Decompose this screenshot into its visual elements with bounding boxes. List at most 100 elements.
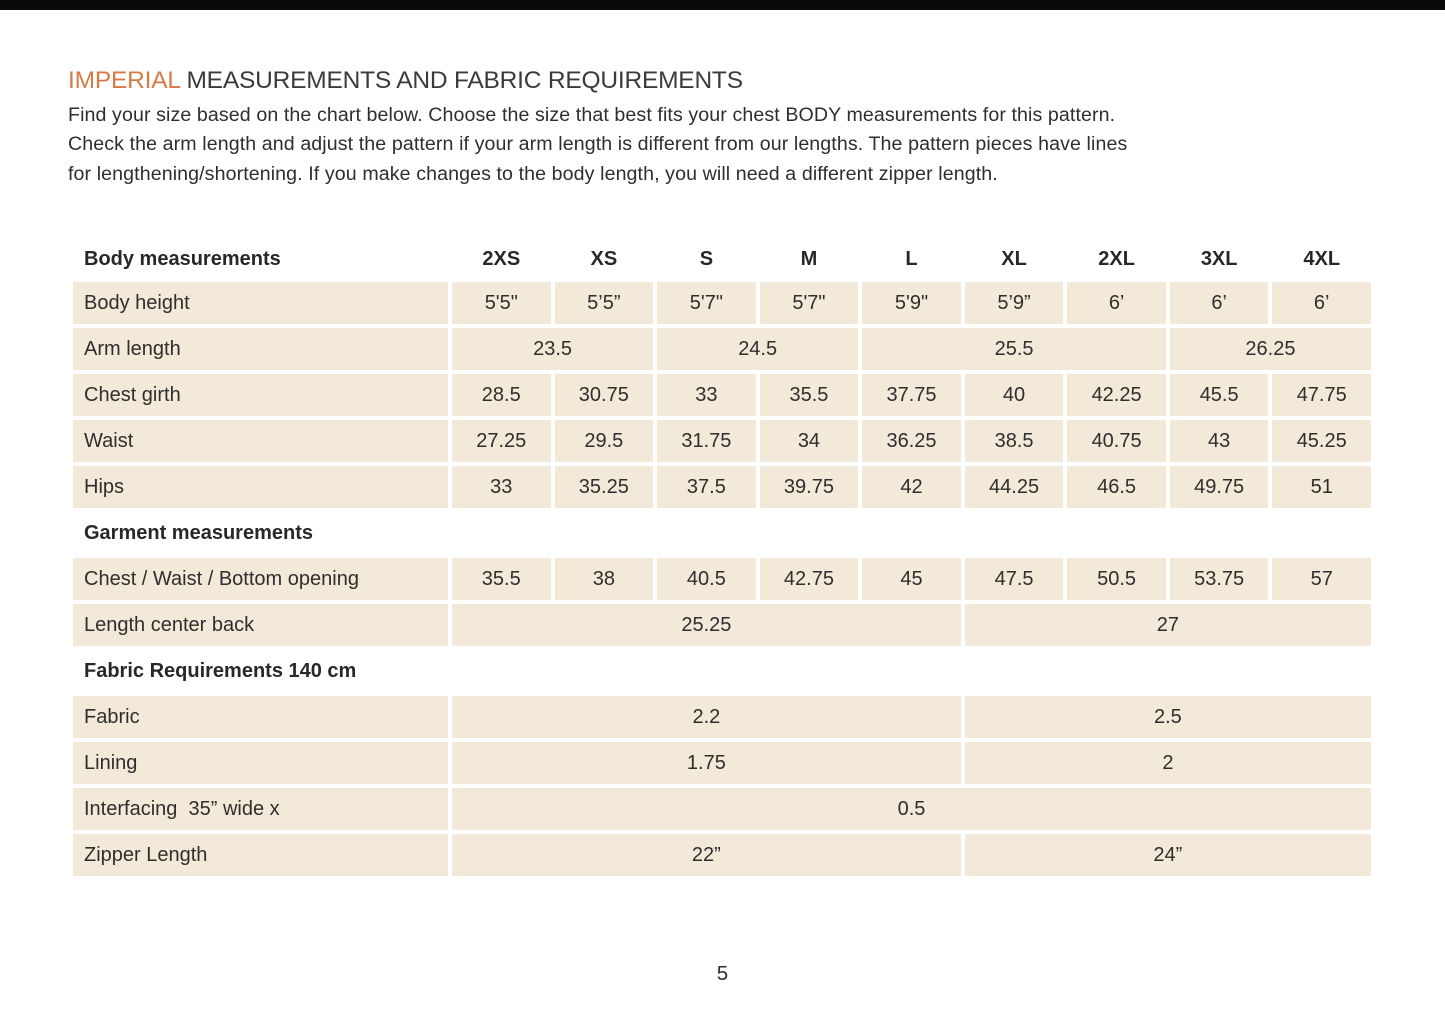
table-row-body-height: Body height 5'5" 5’5” 5'7" 5'7" 5'9" 5’9” 6’ 6’ 6… [73, 282, 1371, 324]
value-cell-length-center-back: 27 [964, 604, 1371, 646]
value-cell-chest-girth: 35.5 [759, 374, 859, 416]
value-cell-chest-girth: 40 [964, 374, 1064, 416]
value-cell-waist: 43 [1169, 420, 1269, 462]
value-cell-waist: 45.25 [1272, 420, 1371, 462]
value-cell-chest-waist-bottom-opening: 45 [862, 558, 961, 600]
column-header-size-m: M [800, 247, 818, 270]
column-header-size-xs: XS [590, 247, 618, 270]
value-cell-waist: 40.75 [1067, 420, 1166, 462]
intro-line-2: Check the arm length and adjust the patt… [68, 133, 1128, 156]
value-cell-chest-waist-bottom-opening: 50.5 [1067, 558, 1166, 600]
value-cell-hips: 46.5 [1067, 466, 1166, 508]
value-cell-body-height: 5'7" [657, 282, 756, 324]
value-cell-chest-girth: 33 [657, 374, 756, 416]
value-cell-chest-waist-bottom-opening: 47.5 [964, 558, 1064, 600]
row-label-fabric: Fabric [73, 696, 448, 738]
section-header-fabric-requirements: Fabric Requirements 140 cm [84, 659, 357, 682]
value-cell-waist: 36.25 [862, 420, 961, 462]
intro-line-1: Find your size based on the chart below.… [68, 104, 1116, 126]
value-cell-waist: 34 [759, 420, 859, 462]
value-cell-waist: 31.75 [657, 420, 756, 462]
column-header-size-l: L [905, 247, 918, 270]
value-cell-chest-waist-bottom-opening: 38 [554, 558, 654, 600]
value-cell-body-height: 5’9” [964, 282, 1064, 324]
table-row-hips: Hips 33 35.25 37.5 39.75 42 44.25 46.5 49.75 51 [73, 466, 1371, 508]
value-cell-fabric: 2.5 [964, 696, 1371, 738]
value-cell-waist: 29.5 [554, 420, 654, 462]
value-cell-arm-length: 23.5 [452, 328, 654, 370]
row-label-body-height: Body height [73, 282, 448, 324]
table-row-chest-girth: Chest girth 28.5 30.75 33 35.5 37.75 40 42.25 45… [73, 374, 1371, 416]
table-row-length-center-back: Length center back 25.25 27 [73, 604, 1371, 646]
value-cell-hips: 33 [452, 466, 551, 508]
value-cell-length-center-back: 25.25 [452, 604, 961, 646]
value-cell-zipper-length: 22” [452, 834, 961, 876]
row-label-interfacing: Interfacing 35” wide x [73, 788, 448, 830]
value-cell-interfacing: 0.5 [452, 788, 1371, 830]
column-header-size-4xl: 4XL [1303, 247, 1341, 270]
section-header-garment-measurements: Garment measurements [84, 521, 313, 544]
value-cell-body-height: 6’ [1067, 282, 1166, 324]
value-cell-hips: 42 [862, 466, 961, 508]
table-row-fabric: Fabric 2.2 2.5 [73, 696, 1371, 738]
table-row-arm-length: Arm length 23.5 24.5 25.5 26.25 [73, 328, 1371, 370]
column-header-size-xl: XL [1001, 247, 1027, 270]
page-title: IMPERIAL MEASUREMENTS AND FABRIC REQUIRE… [68, 67, 743, 95]
column-header-body-measurements: Body measurements [84, 247, 281, 270]
page-title-highlight: IMPERIAL [68, 67, 180, 94]
row-label-zipper-length: Zipper Length [73, 834, 448, 876]
table-row-lining: Lining 1.75 2 [73, 742, 1371, 784]
value-cell-arm-length: 24.5 [657, 328, 859, 370]
value-cell-fabric: 2.2 [452, 696, 961, 738]
value-cell-arm-length: 26.25 [1169, 328, 1371, 370]
column-header-size-s: S [699, 247, 714, 270]
value-cell-waist: 38.5 [964, 420, 1064, 462]
value-cell-chest-girth: 28.5 [452, 374, 551, 416]
value-cell-body-height: 5’5” [554, 282, 654, 324]
value-cell-body-height: 5'5" [452, 282, 551, 324]
row-label-chest-girth: Chest girth [73, 374, 448, 416]
row-label-arm-length: Arm length [73, 328, 448, 370]
value-cell-chest-waist-bottom-opening: 42.75 [759, 558, 859, 600]
value-cell-hips: 35.25 [554, 466, 654, 508]
page-number: 5 [716, 962, 729, 985]
table-header-row: Body measurements 2XS XS S M L XL 2XL 3XL 4XL [73, 240, 1371, 278]
value-cell-hips: 49.75 [1169, 466, 1269, 508]
value-cell-hips: 51 [1272, 466, 1371, 508]
value-cell-lining: 1.75 [452, 742, 961, 784]
value-cell-chest-waist-bottom-opening: 57 [1272, 558, 1371, 600]
value-cell-body-height: 6’ [1169, 282, 1269, 324]
value-cell-hips: 44.25 [964, 466, 1064, 508]
value-cell-chest-girth: 30.75 [554, 374, 654, 416]
value-cell-chest-waist-bottom-opening: 53.75 [1169, 558, 1269, 600]
value-cell-arm-length: 25.5 [862, 328, 1166, 370]
row-label-hips: Hips [73, 466, 448, 508]
value-cell-zipper-length: 24” [964, 834, 1371, 876]
top-black-bar [0, 0, 1445, 10]
column-header-size-2xs: 2XS [482, 247, 521, 270]
page-title-rest: MEASUREMENTS AND FABRIC REQUIREMENTS [186, 67, 743, 94]
row-label-lining: Lining [73, 742, 448, 784]
value-cell-chest-girth: 45.5 [1169, 374, 1269, 416]
intro-paragraph: Find your size based on the chart below.… [68, 101, 1127, 189]
value-cell-lining: 2 [964, 742, 1371, 784]
row-label-waist: Waist [73, 420, 448, 462]
table-row-zipper-length: Zipper Length 22” 24” [73, 834, 1371, 876]
size-table: Body measurements 2XS XS S M L XL 2XL 3XL 4XL Body… [73, 240, 1371, 880]
value-cell-chest-girth: 37.75 [862, 374, 961, 416]
table-row-chest-waist-bottom-opening: Chest / Waist / Bottom opening 35.5 38 40.5… [73, 558, 1371, 600]
table-row-waist: Waist 27.25 29.5 31.75 34 36.25 38.5 40.75 43 45.… [73, 420, 1371, 462]
value-cell-chest-waist-bottom-opening: 40.5 [657, 558, 756, 600]
column-header-size-2xl: 2XL [1098, 247, 1135, 270]
row-label-chest-waist-bottom-opening: Chest / Waist / Bottom opening [73, 558, 448, 600]
value-cell-chest-girth: 42.25 [1067, 374, 1166, 416]
value-cell-chest-girth: 47.75 [1272, 374, 1371, 416]
table-row-interfacing: Interfacing 35” wide x 0.5 [73, 788, 1371, 830]
intro-line-3: for lengthening/shortening. If you make … [68, 162, 998, 185]
value-cell-hips: 39.75 [759, 466, 859, 508]
row-label-length-center-back: Length center back [73, 604, 448, 646]
value-cell-body-height: 6’ [1272, 282, 1371, 324]
column-header-size-3xl: 3XL [1200, 247, 1238, 270]
value-cell-hips: 37.5 [657, 466, 756, 508]
